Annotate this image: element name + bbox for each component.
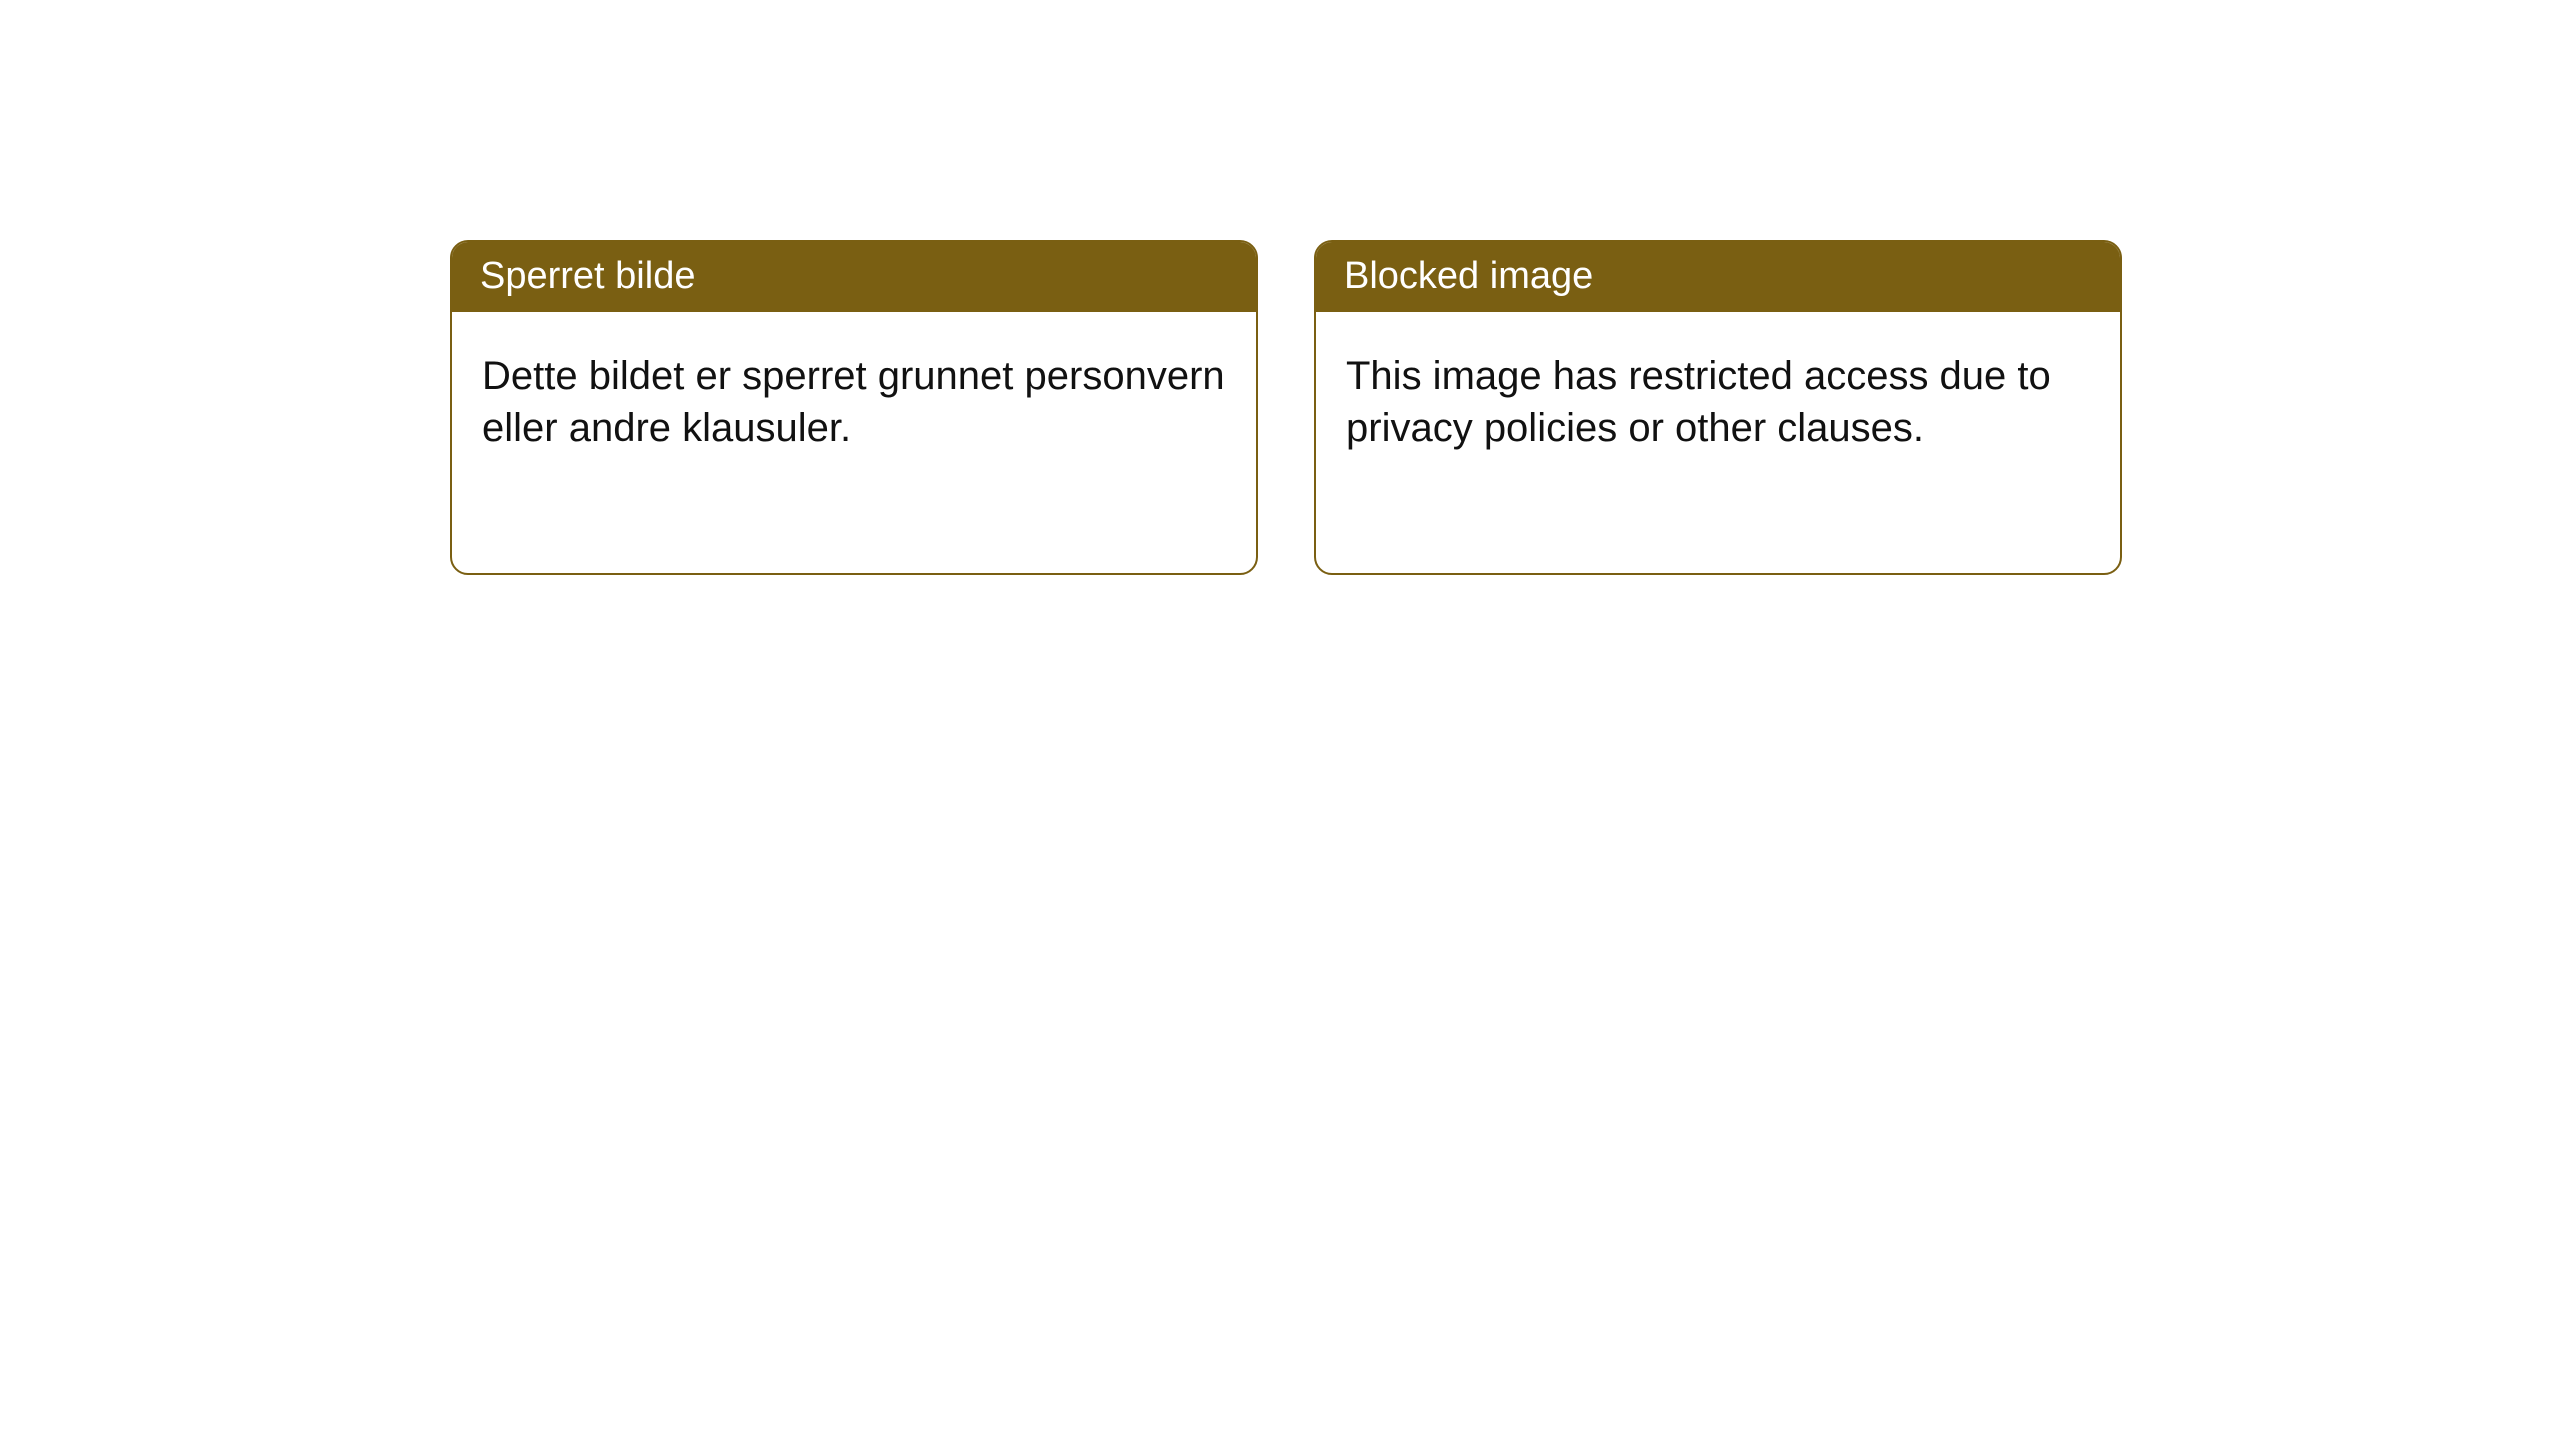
card-title: Sperret bilde <box>452 242 1256 312</box>
blocked-image-cards: Sperret bilde Dette bildet er sperret gr… <box>450 240 2122 575</box>
card-message: Dette bildet er sperret grunnet personve… <box>452 312 1256 486</box>
card-title: Blocked image <box>1316 242 2120 312</box>
blocked-card-norwegian: Sperret bilde Dette bildet er sperret gr… <box>450 240 1258 575</box>
blocked-card-english: Blocked image This image has restricted … <box>1314 240 2122 575</box>
card-message: This image has restricted access due to … <box>1316 312 2120 486</box>
